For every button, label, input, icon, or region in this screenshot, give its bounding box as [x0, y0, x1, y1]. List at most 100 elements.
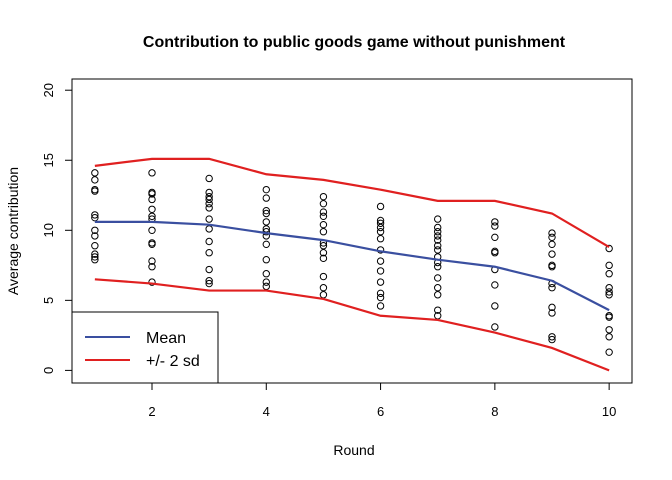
data-point [205, 195, 213, 204]
data-point [434, 274, 442, 282]
data-point [376, 293, 385, 302]
data-point [491, 218, 499, 226]
data-point [434, 228, 442, 236]
data-point [205, 192, 213, 201]
data-point [548, 309, 556, 317]
y-axis-label: Average contribution [5, 167, 21, 295]
y-tick-label: 10 [41, 223, 56, 237]
data-point [205, 279, 213, 288]
data-point [205, 265, 213, 274]
data-point [91, 250, 99, 258]
x-axis: 2 4 6 8 10 [148, 383, 616, 419]
data-point [148, 240, 156, 249]
data-point [376, 216, 385, 225]
data-point [605, 284, 613, 292]
data-point [205, 249, 213, 257]
data-point [319, 284, 328, 292]
data-point [548, 284, 556, 292]
data-point [262, 206, 270, 215]
data-point [91, 211, 99, 219]
y-axis: 0 5 10 15 20 [41, 83, 72, 374]
data-point [91, 176, 99, 184]
data-point [148, 205, 156, 213]
data-point [319, 254, 328, 263]
data-point [376, 202, 385, 211]
data-point [376, 278, 385, 286]
data-point [605, 291, 613, 299]
data-point [605, 288, 613, 296]
chart-title: Contribution to public goods game withou… [143, 34, 566, 51]
data-point [148, 190, 156, 198]
data-point [434, 246, 442, 254]
data-point [148, 169, 156, 177]
x-axis-label: Round [333, 442, 374, 458]
data-point [262, 270, 270, 278]
data-point [205, 237, 213, 246]
x-tick-label: 6 [377, 404, 384, 419]
data-point [491, 233, 499, 242]
x-tick-label: 8 [491, 404, 498, 419]
data-point [262, 194, 270, 202]
data-point [548, 333, 556, 341]
data-point [262, 218, 270, 226]
data-point [319, 212, 328, 220]
mean-line [94, 220, 610, 312]
data-point [434, 223, 442, 232]
data-point [491, 249, 499, 257]
data-point [434, 236, 442, 244]
data-point [434, 284, 442, 292]
data-point [548, 250, 556, 258]
data-point [319, 208, 328, 216]
data-point [205, 204, 213, 212]
data-point [434, 306, 442, 314]
data-point [491, 281, 499, 289]
data-point [262, 256, 270, 264]
data-point [605, 261, 613, 270]
data-point [262, 282, 270, 291]
data-point [434, 291, 442, 299]
plot-frame [71, 78, 633, 384]
data-point [91, 253, 99, 261]
data-point [319, 220, 328, 229]
data-point [548, 303, 556, 312]
data-point [319, 291, 328, 299]
data-point [491, 222, 499, 230]
data-point [376, 267, 385, 275]
data-point [548, 335, 556, 344]
data-point [319, 228, 328, 236]
data-point [205, 174, 213, 183]
data-point [434, 242, 442, 250]
x-tick-label: 4 [263, 404, 270, 419]
data-point [205, 199, 213, 208]
data-point [91, 226, 99, 234]
data-point [91, 242, 99, 250]
data-point [319, 249, 328, 257]
data-point [205, 277, 213, 285]
data-point [319, 199, 328, 208]
data-point [605, 348, 613, 356]
data-point [148, 212, 156, 220]
data-point [605, 333, 613, 341]
data-point [376, 302, 385, 310]
data-point [376, 257, 385, 265]
data-point [605, 244, 613, 253]
y-tick-label: 15 [41, 153, 56, 167]
y-tick-label: 20 [41, 83, 56, 97]
data-point [205, 188, 213, 197]
data-point [376, 228, 385, 236]
data-point [548, 240, 556, 249]
data-point [91, 169, 99, 177]
data-point [548, 263, 556, 271]
data-point [548, 233, 556, 242]
data-point [434, 232, 442, 240]
data-point [91, 187, 99, 195]
data-points [91, 169, 613, 356]
legend-box [71, 311, 219, 384]
data-point [148, 257, 156, 265]
x-tick-label: 2 [148, 404, 155, 419]
legend-sd-label: +/- 2 sd [146, 353, 200, 370]
data-point [205, 225, 213, 233]
data-point [376, 219, 385, 227]
y-tick-label: 5 [41, 297, 56, 304]
data-point [319, 272, 328, 281]
